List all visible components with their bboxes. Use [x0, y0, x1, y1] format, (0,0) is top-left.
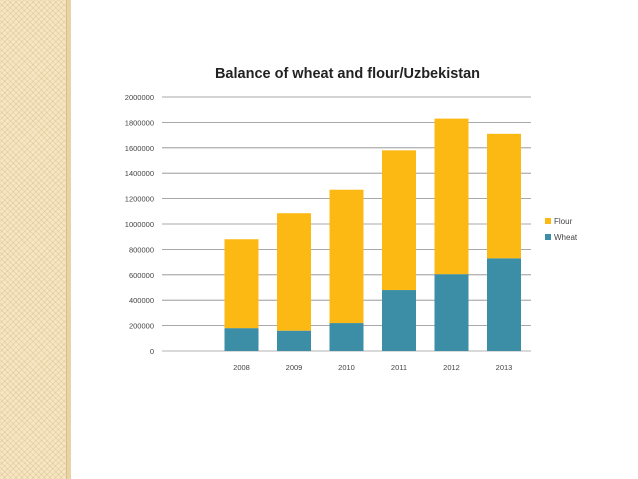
- bar-wheat-2009: [277, 330, 311, 351]
- bar-flour-2010: [329, 189, 364, 324]
- chart-title: Balance of wheat and flour/Uzbekistan: [214, 66, 481, 82]
- x-tick-label: 2008: [233, 363, 250, 372]
- bar-flour-2012: [434, 118, 469, 275]
- legend-label-flour: Flour: [554, 217, 573, 226]
- bar-flour-2009: [277, 213, 311, 331]
- legend-swatch-flour: [545, 218, 551, 224]
- x-tick-label: 2010: [338, 363, 355, 372]
- x-tick-label: 2013: [496, 363, 513, 372]
- y-axis-ticks: 0 200000 400000 600000 800000 1000000 1200000 1…: [125, 93, 154, 356]
- x-tick-label: 2011: [391, 363, 407, 372]
- y-tick-label: 800000: [129, 245, 154, 254]
- legend-swatch-wheat: [545, 234, 551, 240]
- bar-wheat-2010: [329, 323, 364, 351]
- bar-flour-2011: [382, 150, 416, 291]
- y-tick-label: 1800000: [125, 118, 154, 127]
- bar-flour-2013: [487, 133, 521, 259]
- bar-wheat-2013: [487, 258, 521, 351]
- legend-label-wheat: Wheat: [554, 233, 578, 242]
- y-tick-label: 1400000: [125, 169, 154, 178]
- y-tick-label: 1600000: [125, 144, 154, 153]
- legend: Flour Wheat: [545, 217, 578, 242]
- y-tick-label: 1200000: [125, 195, 154, 204]
- bars: [224, 118, 521, 351]
- bar-wheat-2008: [224, 328, 259, 351]
- y-tick-label: 200000: [129, 322, 154, 331]
- x-tick-label: 2009: [286, 363, 303, 372]
- y-tick-label: 1000000: [125, 220, 154, 229]
- y-tick-label: 600000: [129, 271, 154, 280]
- bar-wheat-2011: [382, 290, 416, 351]
- y-tick-label: 0: [150, 347, 154, 356]
- y-tick-label: 2000000: [125, 93, 154, 102]
- bar-flour-2008: [224, 239, 259, 329]
- y-tick-label: 400000: [129, 296, 154, 305]
- bar-wheat-2012: [434, 274, 469, 351]
- x-axis-ticks: 2008 2009 2010 2011 2012 2013: [233, 363, 512, 372]
- decorative-side-line: [66, 0, 71, 479]
- decorative-side-strip: [0, 0, 66, 479]
- x-tick-label: 2012: [443, 363, 460, 372]
